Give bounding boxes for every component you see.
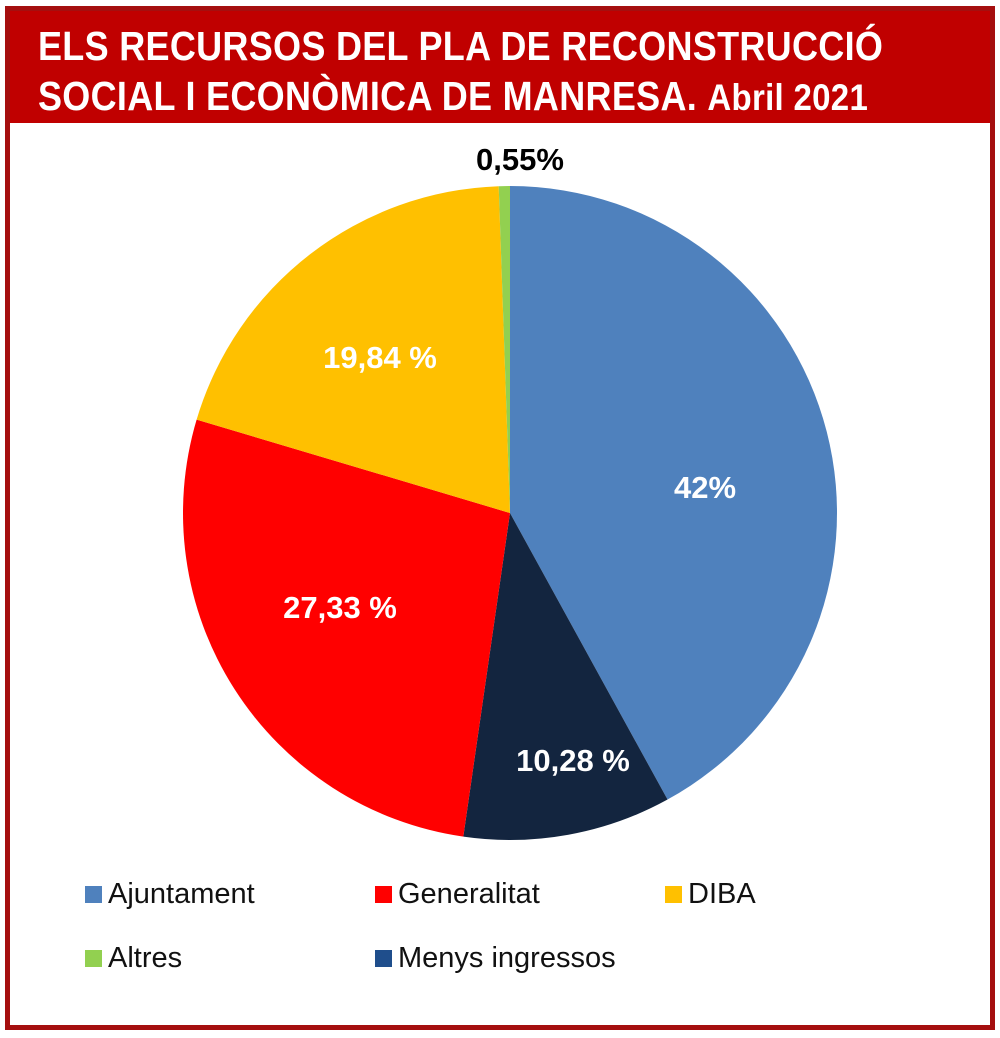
chart-title: ELS RECURSOS DEL PLA DE RECONSTRUCCIÓ SO…	[10, 11, 990, 123]
title-date: Abril 2021	[707, 76, 869, 118]
data-label-diba: 19,84 %	[323, 340, 437, 375]
title-line-1: ELS RECURSOS DEL PLA DE RECONSTRUCCIÓ	[38, 23, 884, 69]
data-label-altres: 0,55%	[476, 142, 564, 177]
legend-item-ajuntament: Ajuntament	[85, 878, 255, 911]
legend-item-menys-ingressos: Menys ingressos	[375, 942, 616, 975]
legend-label: DIBA	[688, 878, 756, 910]
legend-swatch	[375, 886, 392, 903]
data-label-generalitat: 27,33 %	[283, 590, 397, 625]
pie-slice-menys-ingressos	[463, 513, 668, 841]
legend-label: Altres	[108, 942, 183, 974]
title-line-2-text: SOCIAL I ECONÒMICA DE MANRESA.	[38, 73, 698, 119]
data-label-menys-ingressos: 10,28 %	[516, 743, 630, 778]
legend-item-generalitat: Generalitat	[375, 878, 540, 911]
legend-item-altres: Altres	[85, 942, 182, 975]
legend-swatch	[665, 886, 682, 903]
legend-label: Menys ingressos	[398, 942, 616, 974]
legend-label: Ajuntament	[108, 878, 255, 910]
title-line-2: SOCIAL I ECONÒMICA DE MANRESA. Abril 202…	[38, 73, 868, 120]
pie-slice-generalitat	[183, 419, 511, 837]
pie-slice-altres	[498, 186, 510, 513]
pie-slice-diba	[196, 186, 510, 513]
legend-swatch	[375, 950, 392, 967]
pie-slice-ajuntament	[510, 186, 838, 800]
legend-swatch	[85, 950, 102, 967]
legend-swatch	[85, 886, 102, 903]
legend-label: Generalitat	[398, 878, 540, 910]
legend-item-diba: DIBA	[665, 878, 756, 911]
data-label-ajuntament: 42%	[674, 470, 736, 505]
